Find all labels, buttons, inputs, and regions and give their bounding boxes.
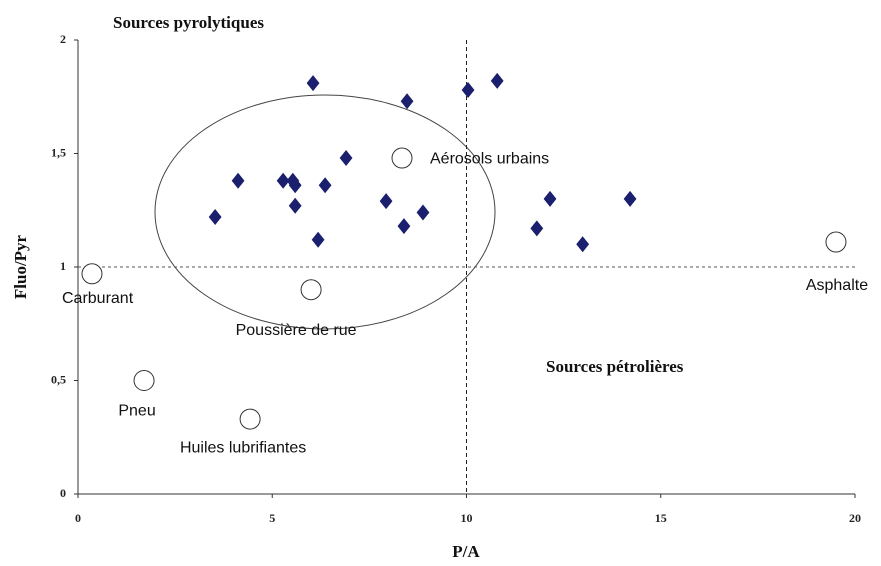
point — [318, 177, 332, 194]
y-tick-label: 2 — [60, 32, 66, 46]
point — [416, 204, 430, 221]
point — [288, 177, 302, 194]
source-label: Carburant — [62, 290, 134, 307]
y-tick-label: 0,5 — [51, 372, 66, 386]
x-axis-title: P/A — [452, 542, 480, 561]
point — [543, 190, 557, 207]
annotation: Sources pyrolytiques — [113, 13, 264, 32]
source-point — [133, 370, 155, 391]
point — [288, 197, 302, 214]
point — [461, 81, 475, 98]
x-tick-label: 5 — [269, 511, 275, 525]
point — [623, 190, 637, 207]
source-point — [239, 408, 261, 430]
point — [576, 236, 590, 253]
source-label: Aérosols urbains — [430, 150, 549, 167]
source-point — [391, 147, 413, 169]
x-tick-label: 15 — [655, 511, 667, 525]
source-point — [825, 231, 847, 253]
source-label: Huiles lubrifiantes — [180, 439, 306, 456]
y-tick-label: 0 — [60, 486, 66, 500]
point — [306, 75, 320, 92]
point — [208, 209, 222, 226]
point — [379, 193, 393, 210]
point — [276, 172, 290, 189]
point — [311, 231, 325, 248]
point — [231, 172, 245, 189]
point — [339, 150, 353, 167]
zone-ellipse — [154, 94, 496, 330]
x-tick-label: 0 — [75, 511, 81, 525]
source-label: Poussière de rue — [236, 322, 357, 339]
annotation: Sources pétrolières — [546, 357, 684, 376]
point — [397, 218, 411, 235]
point — [490, 72, 504, 89]
x-tick-label: 10 — [461, 511, 473, 525]
point — [530, 220, 544, 237]
source-label: Pneu — [118, 403, 155, 420]
point — [400, 93, 414, 110]
source-label: Asphalte — [806, 277, 868, 294]
source-point — [300, 279, 322, 301]
y-tick-label: 1,5 — [51, 145, 66, 159]
x-tick-label: 20 — [849, 511, 861, 525]
y-axis-title: Fluo/Pyr — [11, 234, 30, 299]
y-tick-label: 1 — [60, 259, 66, 273]
source-point — [81, 263, 103, 285]
